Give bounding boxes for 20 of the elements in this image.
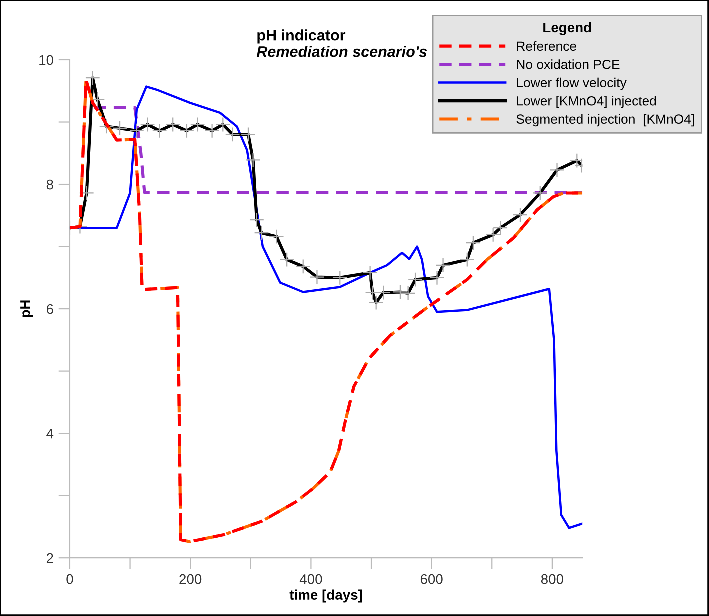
- legend-title: Legend: [544, 22, 592, 36]
- legend-label: No oxidation PCE: [517, 60, 620, 70]
- legend-label: Lower [KMnO4] injected: [517, 96, 656, 108]
- y-tick-label: 2: [46, 553, 54, 564]
- y-tick-label: 8: [46, 180, 54, 190]
- y-tick-label: 6: [46, 304, 54, 314]
- x-tick-label: 600: [420, 574, 443, 584]
- legend-label: Segmented injection [KMnO4]: [516, 114, 694, 127]
- y-axis-title: pH: [20, 300, 34, 318]
- chart-subtitle: Remediation scenario's: [256, 46, 428, 58]
- y-tick-label: 4: [46, 429, 54, 439]
- x-tick-label: 200: [180, 574, 202, 584]
- legend-label: Lower flow velocity: [517, 78, 627, 90]
- x-axis-title: time [days]: [290, 590, 362, 603]
- chart-title: pH indicator: [258, 30, 346, 44]
- legend-label: Reference: [517, 41, 576, 52]
- x-tick-label: 800: [541, 574, 564, 584]
- y-tick-label: 10: [40, 55, 54, 66]
- x-tick-label: 400: [300, 574, 322, 584]
- x-tick-label: 0: [66, 574, 74, 584]
